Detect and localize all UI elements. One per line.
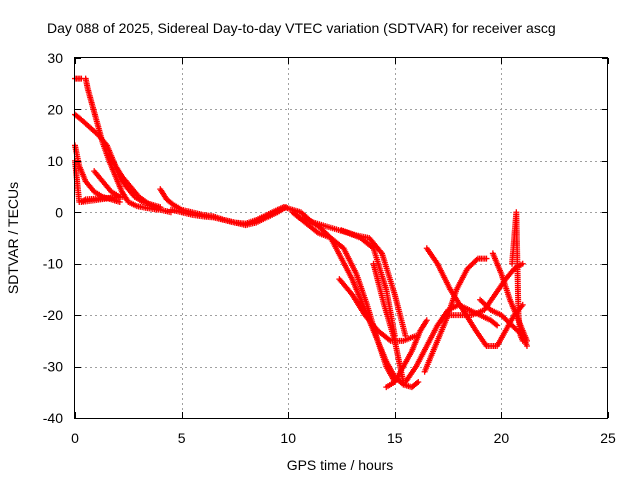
y-tick-label: -30 xyxy=(43,359,63,375)
series-track-14 xyxy=(336,276,420,344)
series-track-15 xyxy=(383,317,430,391)
data-point xyxy=(523,343,530,349)
data-point xyxy=(121,193,128,200)
data-point xyxy=(415,379,422,385)
y-tick-label: 10 xyxy=(47,153,63,169)
series-track-12 xyxy=(338,227,409,339)
data-series xyxy=(72,75,530,391)
data-point xyxy=(413,380,420,387)
data-point xyxy=(519,337,526,344)
series-track-17 xyxy=(421,255,490,375)
x-tick-label: 15 xyxy=(387,430,403,446)
x-axis-title: GPS time / hours xyxy=(287,457,394,473)
series-track-8 xyxy=(167,204,290,229)
x-tick-label: 0 xyxy=(71,430,79,446)
data-point xyxy=(486,305,493,312)
x-tick-label: 20 xyxy=(494,430,510,446)
chart-title: Day 088 of 2025, Sidereal Day-to-day VTE… xyxy=(47,20,556,36)
data-point xyxy=(519,260,526,267)
data-point xyxy=(473,256,480,263)
tick-labels: 0 5 10 15 20 25 -40 -30 -20 -10 0 10 20 30 xyxy=(43,50,616,446)
plot-frame xyxy=(74,57,608,419)
x-tick-label: 5 xyxy=(178,430,186,446)
y-tick-label: -20 xyxy=(43,307,63,323)
data-point xyxy=(483,255,490,262)
y-tick-label: 20 xyxy=(47,101,63,117)
data-point xyxy=(423,317,430,324)
y-tick-label: -10 xyxy=(43,256,63,272)
series-track-3 xyxy=(106,152,174,216)
y-axis-title: SDTVAR / TECUs xyxy=(5,182,21,294)
x-tick-label: 25 xyxy=(600,430,616,446)
x-tick-label: 10 xyxy=(280,430,296,446)
series-track-22 xyxy=(509,209,526,344)
series-track-19 xyxy=(445,260,526,319)
grid-lines xyxy=(75,58,608,418)
data-point xyxy=(78,75,85,82)
y-tick-label: 0 xyxy=(55,204,63,220)
data-point xyxy=(492,321,499,328)
axis-ticks xyxy=(75,58,609,419)
data-point xyxy=(494,322,501,329)
y-tick-label: 30 xyxy=(47,50,63,66)
series-outliers xyxy=(78,168,128,205)
series-track-6 xyxy=(72,75,85,82)
y-tick-label: -40 xyxy=(43,410,63,426)
series-track-5 xyxy=(72,157,83,205)
